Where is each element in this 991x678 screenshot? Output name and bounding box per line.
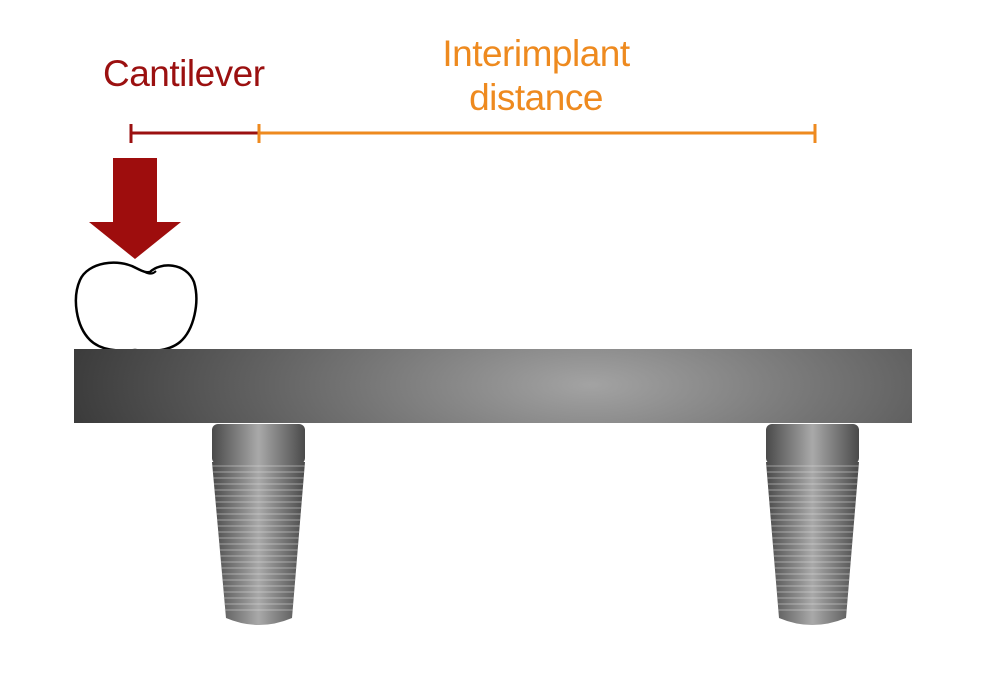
cantilever-label: Cantilever <box>103 53 265 94</box>
right-implant-threads <box>766 465 859 611</box>
interimplant-label-line-1: Interimplant <box>442 33 630 74</box>
load-arrow-icon <box>89 158 181 259</box>
interimplant-label-line-2: distance <box>469 77 603 118</box>
cantilever-dimension-line <box>129 124 259 143</box>
bridge-bar <box>74 349 912 423</box>
left-implant <box>212 424 305 625</box>
crown-groove <box>142 270 157 275</box>
interimplant-distance-label: Interimplant distance <box>396 32 676 120</box>
right-implant <box>766 424 859 625</box>
crown-tooth-icon <box>74 261 198 353</box>
interimplant-dimension-line <box>257 124 817 143</box>
left-implant-threads <box>212 465 305 611</box>
